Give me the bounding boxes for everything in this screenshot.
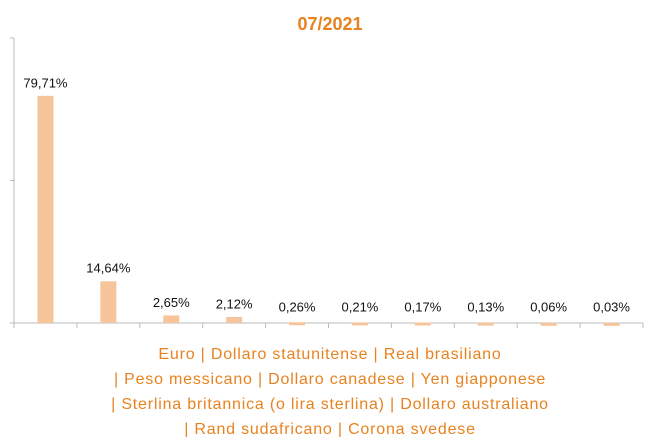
bar: [603, 322, 620, 326]
value-label: 14,64%: [86, 261, 131, 276]
value-label: 0,06%: [530, 299, 567, 314]
value-label: 79,71%: [23, 75, 68, 90]
bar: [226, 316, 243, 323]
bar: [414, 322, 431, 326]
value-label: 0,17%: [404, 299, 441, 314]
chart-title: 07/2021: [297, 14, 362, 34]
value-label: 2,65%: [153, 295, 190, 310]
bar: [289, 322, 306, 326]
value-label: 0,03%: [593, 299, 630, 314]
bar: [351, 322, 368, 326]
bar: [37, 95, 54, 323]
value-label: 0,26%: [279, 299, 316, 314]
bar: [163, 315, 180, 323]
bar: [477, 322, 494, 326]
x-axis-label: | Sterlina britannica (o lira sterlina) …: [111, 396, 549, 413]
x-axis-label: | Peso messicano | Dollaro canadese | Ye…: [114, 371, 546, 388]
bar: [540, 322, 557, 326]
value-label: 0,21%: [342, 299, 379, 314]
x-axis-label: | Rand sudafricano | Corona svedese: [184, 421, 476, 437]
value-label: 2,12%: [216, 296, 253, 311]
x-axis-label: Euro | Dollaro statunitense | Real brasi…: [158, 346, 501, 363]
value-label: 0,13%: [467, 299, 504, 314]
bar: [100, 281, 117, 323]
